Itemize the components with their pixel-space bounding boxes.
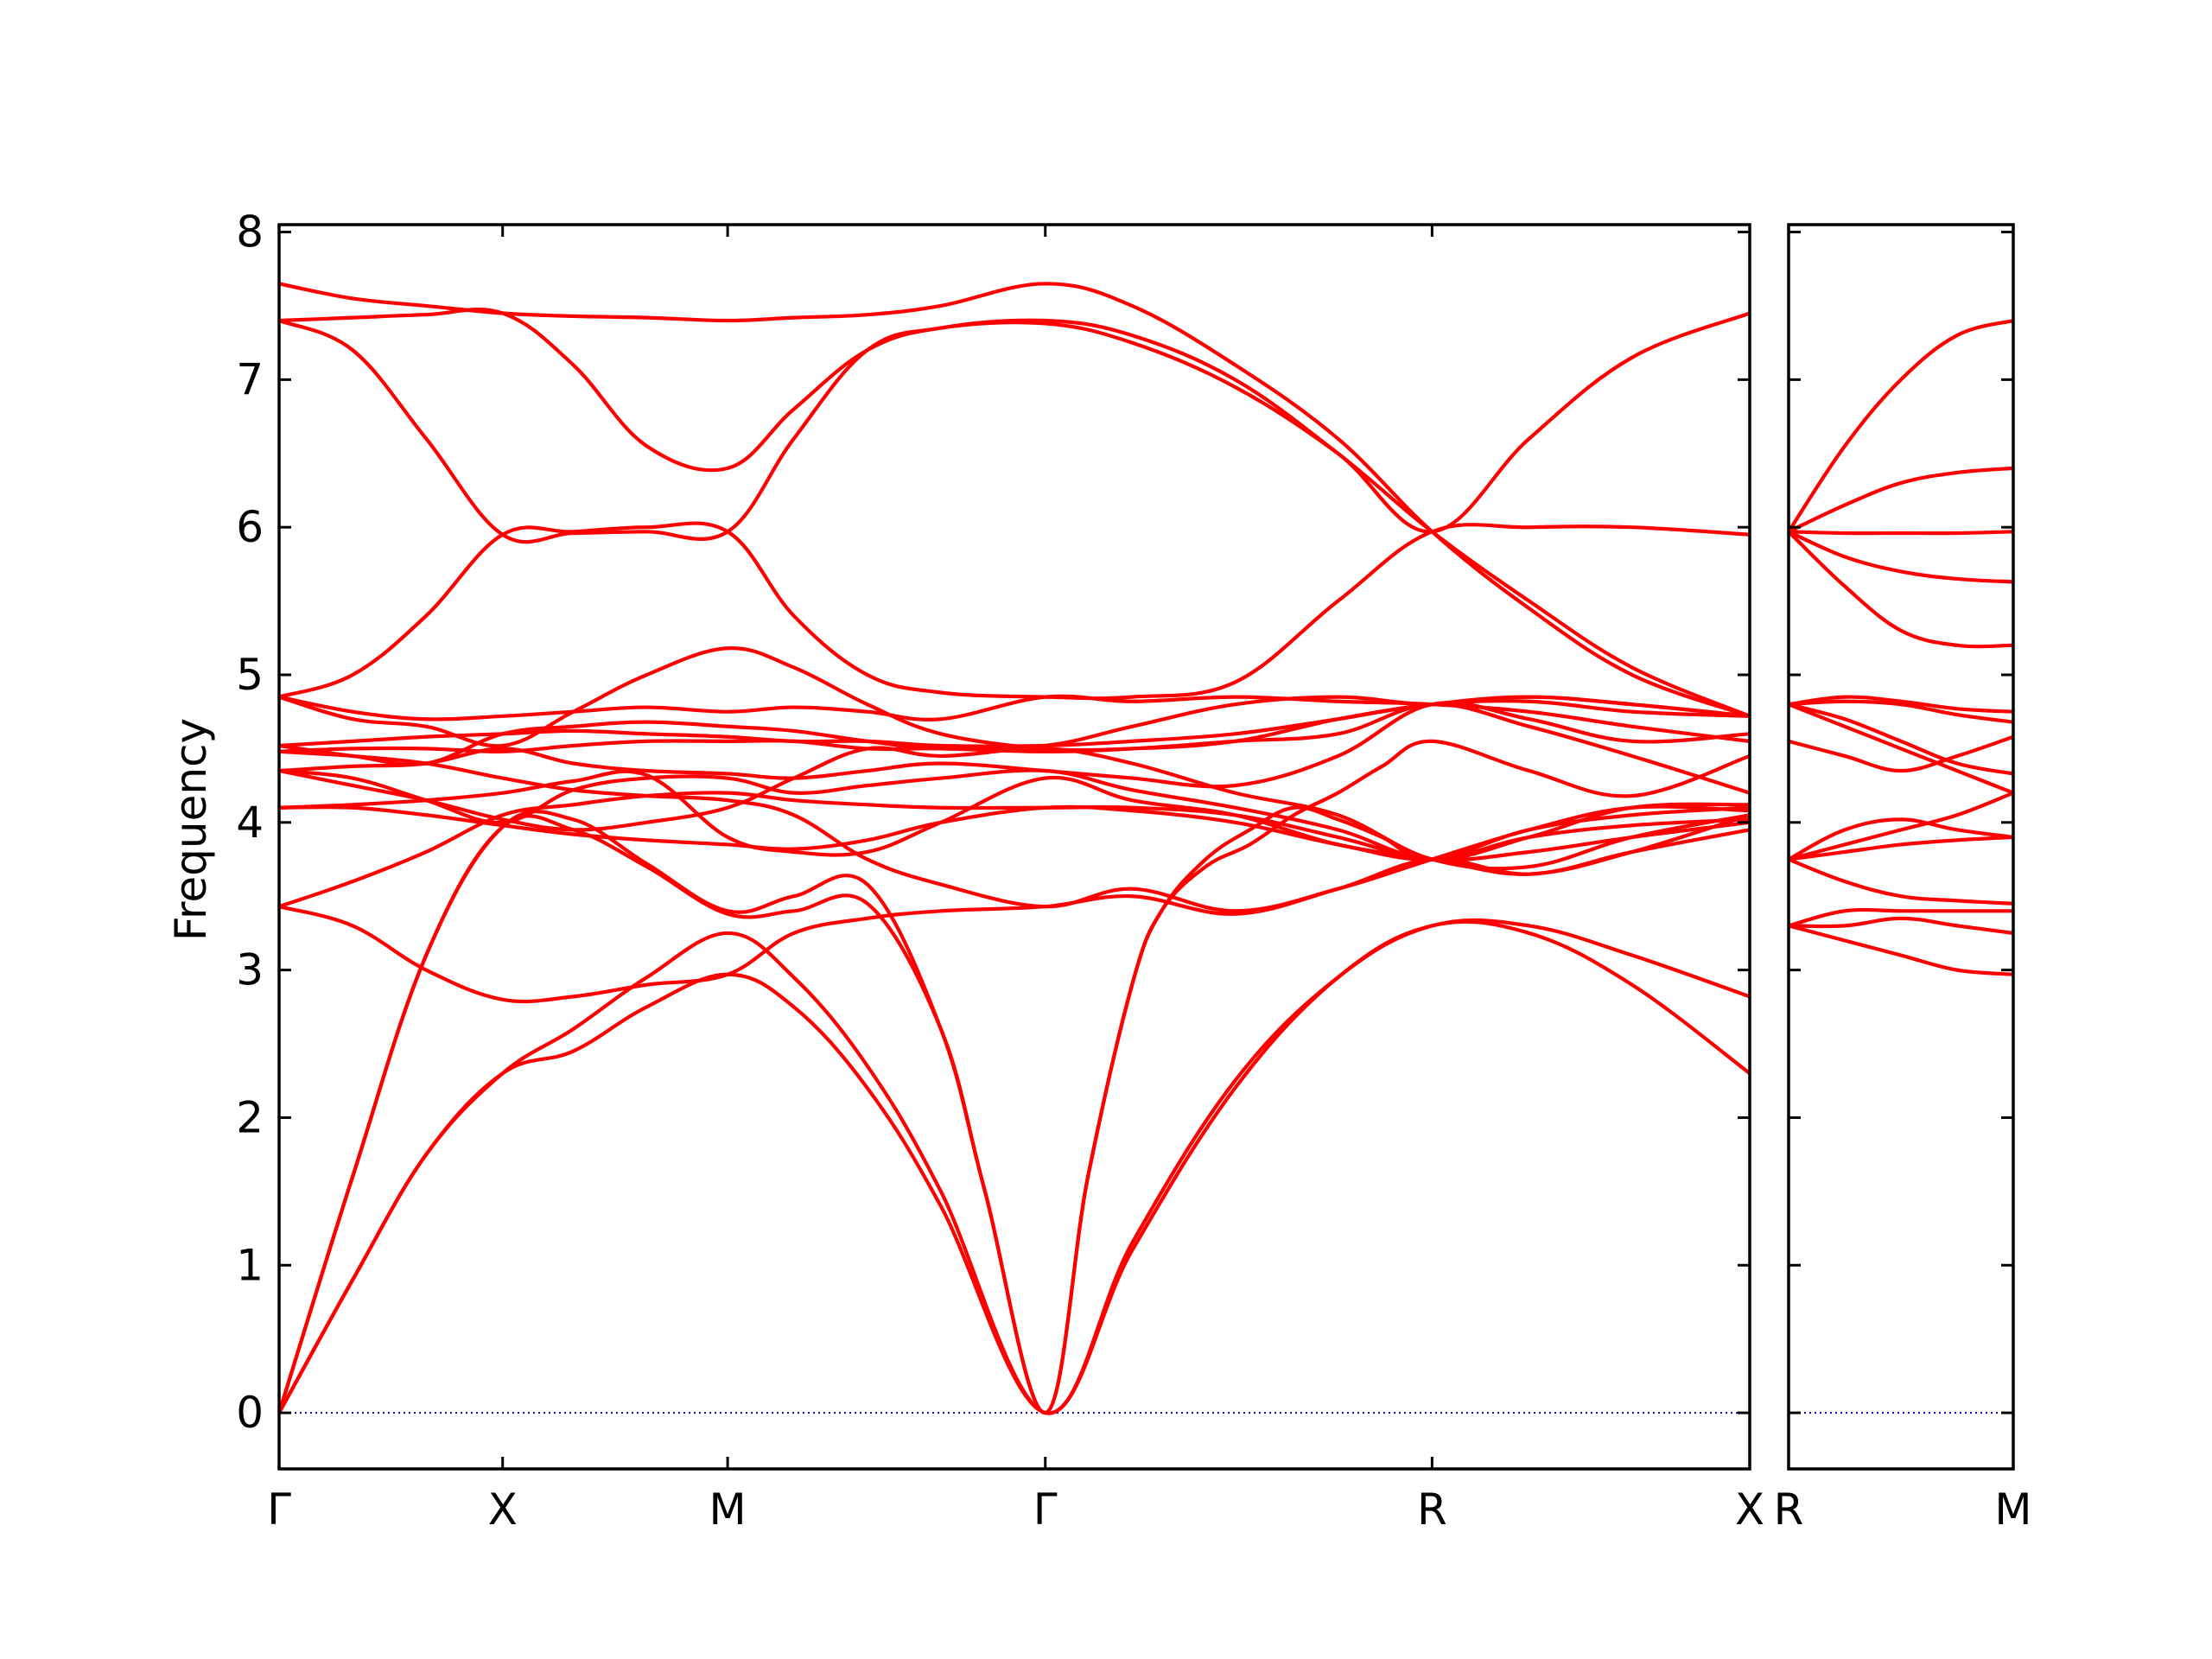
band-line-15 [279, 646, 1750, 753]
y-tick-label: 2 [236, 1092, 264, 1142]
y-tick-label: 1 [236, 1240, 264, 1290]
band-line-7 [1789, 791, 2013, 861]
band-line-3 [1789, 907, 2013, 928]
x-tick-label-M: M [1994, 1484, 2031, 1535]
plot-frame [277, 223, 1751, 1471]
band-line-5 [1789, 835, 2013, 861]
y-tick-label: 4 [236, 798, 264, 848]
band-line-10 [1789, 702, 2013, 795]
band-line-1 [1789, 924, 2013, 976]
band-line-10 [279, 701, 1750, 789]
x-tick-label-Γ: Γ [1033, 1484, 1058, 1535]
band-line-6 [279, 791, 1750, 909]
band-line-8 [1789, 734, 2013, 773]
band-group [1789, 318, 2013, 976]
band-line-5 [279, 828, 1750, 1004]
band-line-11 [1789, 699, 2013, 724]
band-line-1 [279, 919, 1750, 1415]
y-axis-label: Frequency [166, 718, 216, 941]
y-tick-label: 3 [236, 945, 264, 995]
band-line-6 [1789, 817, 2013, 861]
x-tick-label-R: R [1417, 1484, 1447, 1535]
band-line-13 [279, 695, 1750, 766]
band-line-13 [1789, 530, 2013, 649]
band-line-14 [279, 694, 1750, 743]
band-line-2 [1789, 916, 2013, 936]
x-tick-label-R: R [1774, 1484, 1804, 1535]
band-line-16 [1789, 466, 2013, 534]
band-line-9 [279, 768, 1750, 861]
band-line-14 [1789, 530, 2013, 584]
y-tick-label: 7 [236, 354, 264, 404]
band-line-9 [1789, 702, 2013, 776]
band-line-4 [1789, 857, 2013, 906]
band-line-15 [1789, 530, 2013, 536]
band-line-19 [279, 307, 1750, 534]
band-line-17 [279, 318, 1750, 718]
x-tick-label-M: M [709, 1484, 747, 1535]
plot-frame [1787, 223, 2015, 1471]
x-tick-label-Γ: Γ [267, 1484, 291, 1535]
y-tick-label: 8 [236, 207, 264, 257]
y-tick-label: 6 [236, 502, 264, 552]
y-tick-label: 5 [236, 650, 264, 700]
y-tick-label: 0 [236, 1388, 264, 1438]
band-line-18 [279, 282, 1750, 718]
band-line-2 [279, 918, 1750, 1415]
panel-path-gamma-x-m-gamma-r-x: 0 1 2 3 4 5 6 7 8 Γ X M Γ R X [236, 207, 1764, 1535]
band-line-21 [279, 746, 1750, 871]
band-line-12 [1789, 695, 2013, 714]
band-line-12 [279, 699, 1750, 748]
band-group [279, 282, 1750, 1415]
band-line-16 [279, 521, 1750, 701]
x-tick-label-X: X [1735, 1484, 1764, 1535]
x-tick-label-X: X [488, 1484, 518, 1535]
band-line-20 [279, 749, 1750, 913]
band-line-17 [1789, 318, 2013, 534]
